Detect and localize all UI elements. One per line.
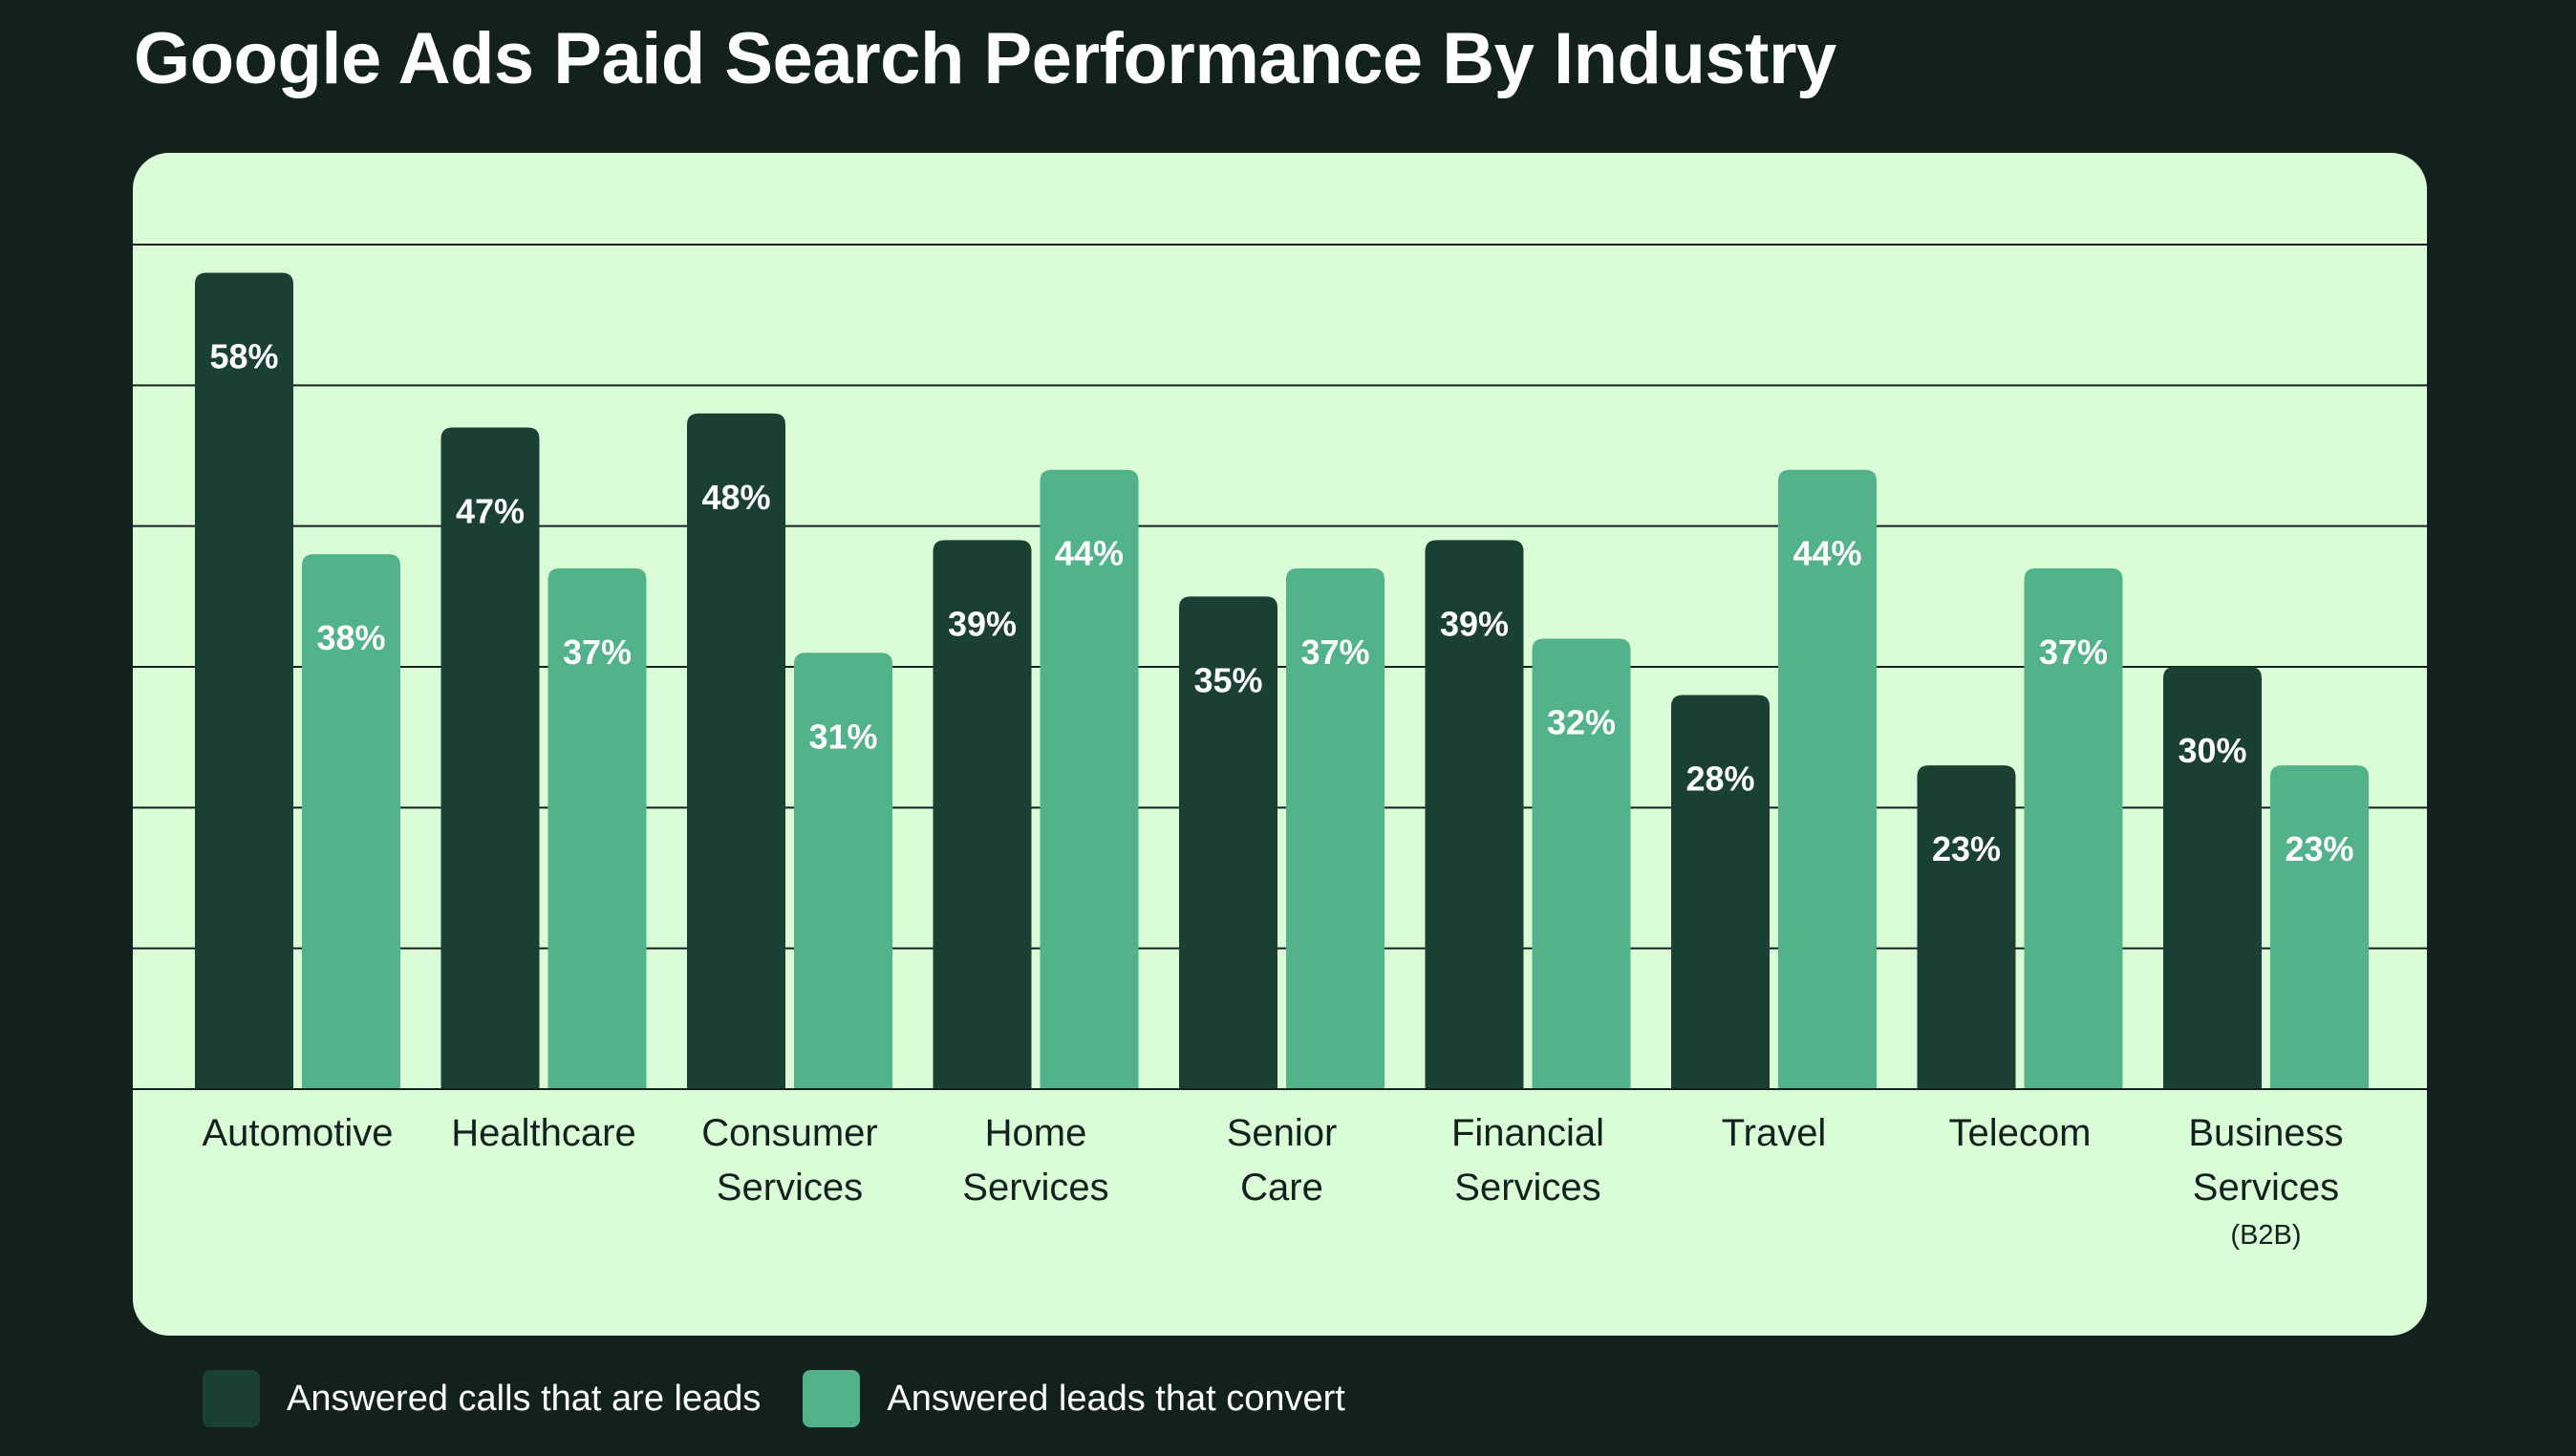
data-label: 28%: [1685, 759, 1754, 798]
category-label: Care: [1240, 1167, 1323, 1209]
category-label: Telecom: [1949, 1112, 2092, 1154]
category-label: Senior: [1227, 1112, 1338, 1154]
bar-leads: [195, 272, 293, 1089]
bar-leads: [1671, 695, 1770, 1089]
bar-leads: [2163, 667, 2262, 1089]
legend-label-convert: Answered leads that convert: [887, 1378, 1345, 1419]
category-label: Services: [717, 1167, 863, 1209]
legend-item-convert: Answered leads that convert: [803, 1370, 1345, 1427]
bar-convert: [1286, 567, 1385, 1089]
category-label: Automotive: [202, 1112, 393, 1154]
data-label: 37%: [563, 632, 632, 672]
category-label: Home: [985, 1112, 1087, 1154]
category-label: Healthcare: [451, 1112, 635, 1154]
bar-convert: [2270, 765, 2369, 1089]
bar-convert: [1532, 638, 1631, 1089]
bar-leads: [440, 427, 540, 1089]
category-label: Consumer: [701, 1112, 878, 1154]
data-label: 38%: [316, 618, 385, 657]
data-label: 30%: [2178, 731, 2246, 770]
bar-chart: 58% 38% Automotive 47% 37% Healthcare 48% 31% Co…: [133, 244, 2427, 1251]
bar-convert: [1040, 469, 1139, 1089]
bar-convert: [302, 554, 400, 1089]
chart-panel: 58% 38% Automotive 47% 37% Healthcare 48% 31% Co…: [133, 153, 2427, 1336]
category-label: Travel: [1722, 1112, 1827, 1154]
bar-convert: [547, 567, 647, 1089]
category-label: Business: [2188, 1112, 2343, 1154]
chart-title: Google Ads Paid Search Performance By In…: [134, 18, 1836, 99]
bar-convert: [2024, 567, 2123, 1089]
bar-leads: [1425, 540, 1524, 1089]
legend-swatch-leads: [203, 1370, 260, 1427]
legend: Answered calls that are leads Answered l…: [203, 1370, 1387, 1427]
bar-convert: [794, 653, 892, 1089]
bar-leads: [1917, 765, 2016, 1089]
data-label: 23%: [2285, 829, 2353, 868]
bar-convert: [1778, 469, 1877, 1089]
data-label: 31%: [808, 717, 877, 756]
data-label: 32%: [1547, 703, 1616, 742]
legend-label-leads: Answered calls that are leads: [287, 1378, 762, 1419]
data-label: 37%: [1300, 632, 1369, 672]
category-label: Services: [2193, 1167, 2339, 1209]
category-label: Services: [962, 1167, 1108, 1209]
data-label: 48%: [701, 478, 770, 517]
data-label: 23%: [1932, 829, 2001, 868]
data-label: 58%: [209, 336, 278, 375]
data-label: 47%: [456, 492, 525, 531]
category-label: Financial: [1451, 1112, 1604, 1154]
data-label: 39%: [1440, 604, 1509, 643]
bar-leads: [933, 540, 1032, 1089]
legend-item-leads: Answered calls that are leads: [203, 1370, 761, 1427]
data-label: 37%: [2039, 632, 2108, 672]
category-label: Services: [1454, 1167, 1600, 1209]
category-label: (B2B): [2230, 1220, 2301, 1251]
legend-swatch-convert: [803, 1370, 861, 1427]
data-label: 39%: [948, 604, 1017, 643]
data-label: 44%: [1055, 534, 1124, 573]
data-label: 44%: [1792, 534, 1861, 573]
bar-leads: [687, 413, 785, 1089]
bar-leads: [1179, 596, 1277, 1089]
data-label: 35%: [1193, 660, 1262, 699]
